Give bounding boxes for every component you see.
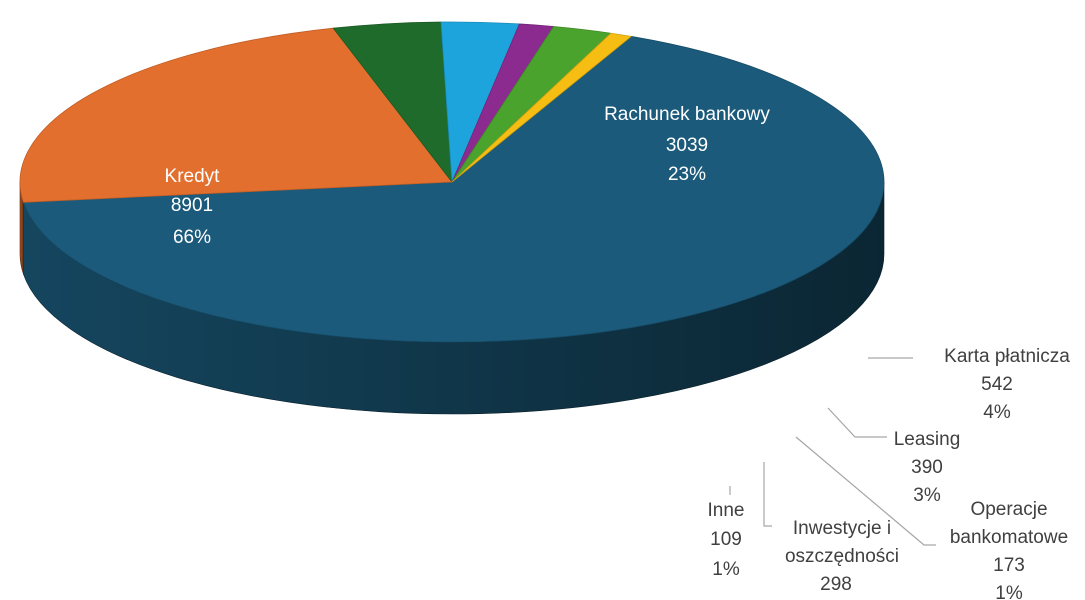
data-label-operacje-bankomatowe-value: 173 (993, 555, 1025, 576)
slice-rachunek-bankowy (19, 27, 453, 203)
data-label-leasing-percent: 3% (913, 485, 941, 506)
data-label-operacje-bankomatowe-label-0: Operacje (970, 499, 1047, 520)
data-label-inwestycje-i-oszczednosci-label-0: Inwestycje i (793, 518, 891, 539)
data-label-karta-platnicza-percent: 4% (983, 402, 1011, 423)
leader-line-inwestycje-i-oszczednosci (763, 462, 772, 527)
data-label-kredyt: Kredyt 8901 66% (165, 166, 221, 248)
data-label-inne-label: Inne (708, 500, 745, 521)
data-label-leasing: Leasing 390 3% (894, 429, 961, 506)
data-label-karta-platnicza: Karta płatnicza 542 4% (944, 346, 1070, 423)
data-label-leasing-label: Leasing (894, 429, 961, 450)
data-label-leasing-value: 390 (911, 457, 943, 478)
leader-line-leasing (827, 407, 887, 438)
data-label-inwestycje-i-oszczednosci: Inwestycje ioszczędności2982% (785, 518, 899, 600)
data-label-inne-percent: 1% (712, 559, 740, 580)
leader-line-operacje-bankomatowe (795, 436, 936, 546)
data-label-operacje-bankomatowe-percent: 1% (995, 583, 1023, 600)
data-label-operacje-bankomatowe: Operacje bankomatowe 173 1% (950, 499, 1068, 600)
pie-top-layer (19, 21, 885, 343)
data-label-kredyt-value: 8901 (171, 195, 213, 216)
data-labels: Kredyt 8901 66% Rachunek bankowy 3039 23% Kart… (165, 104, 1071, 600)
slice-kredyt (23, 36, 885, 343)
data-label-kredyt-percent: 66% (173, 227, 211, 248)
data-label-rachunek-bankowy-value: 3039 (666, 135, 708, 156)
data-label-rachunek-bankowy-label: Rachunek bankowy (604, 104, 770, 125)
data-label-rachunek-bankowy-percent: 23% (668, 164, 706, 185)
data-label-inne: Inne 109 1% (708, 500, 745, 580)
data-label-karta-platnicza-value: 542 (981, 374, 1013, 395)
data-label-inwestycje-i-oszczednosci-value: 298 (820, 574, 852, 595)
data-label-inwestycje-i-oszczednosci-label-1: oszczędności (785, 546, 899, 567)
data-label-kredyt-label: Kredyt (165, 166, 221, 187)
slice-inne (451, 32, 632, 183)
data-label-inne-value: 109 (710, 529, 742, 550)
data-label-operacje-bankomatowe-label-1: bankomatowe (950, 527, 1068, 548)
data-label-rachunek-bankowy: Rachunek bankowy 3039 23% (604, 104, 770, 185)
data-label-karta-platnicza-label: Karta płatnicza (944, 346, 1070, 367)
leader-lines (729, 357, 936, 546)
